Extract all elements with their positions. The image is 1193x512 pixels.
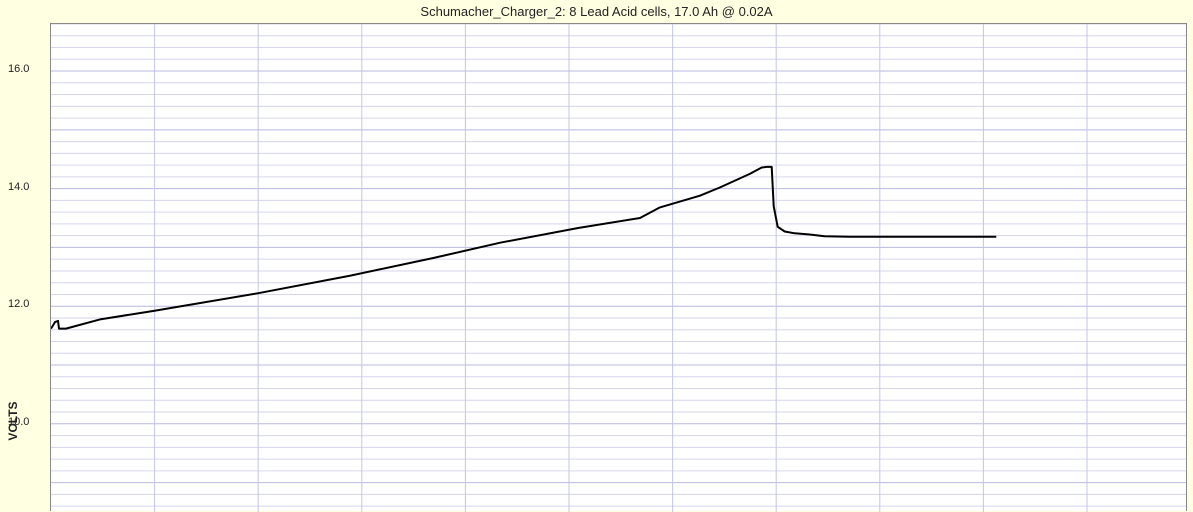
y-tick-label: 10.0: [8, 415, 30, 428]
y-tick-label: 12.0: [8, 298, 30, 311]
voltage-series-line: [51, 165, 997, 330]
plot-svg: [51, 24, 1186, 512]
chart-title: Schumacher_Charger_2: 8 Lead Acid cells,…: [420, 4, 773, 19]
y-tick-label: 14.0: [8, 180, 30, 193]
y-tick-label: 16.0: [8, 63, 30, 76]
plot-area: [50, 23, 1187, 512]
